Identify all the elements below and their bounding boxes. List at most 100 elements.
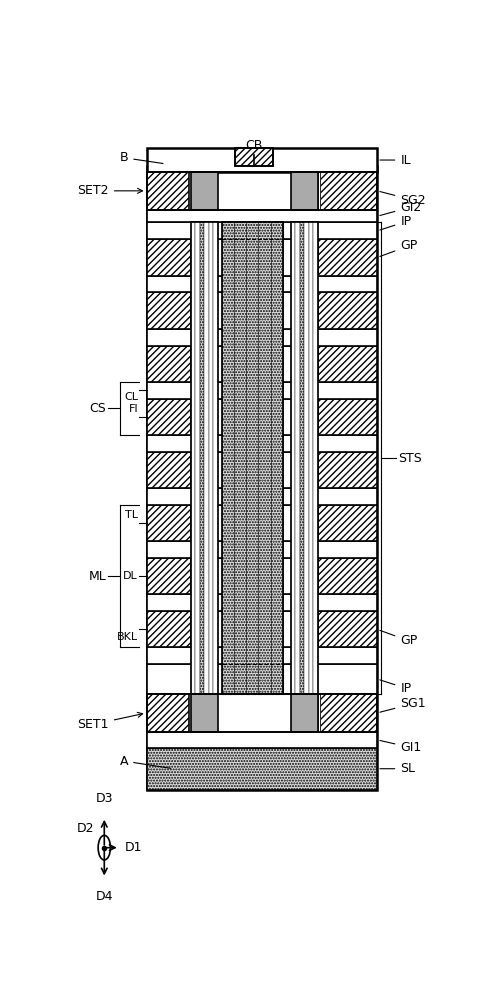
Bar xyxy=(147,594,377,611)
Bar xyxy=(204,222,209,694)
Bar xyxy=(147,558,191,594)
Text: IL: IL xyxy=(380,154,411,167)
Bar xyxy=(147,222,377,239)
Text: SET2: SET2 xyxy=(77,184,142,197)
Bar xyxy=(222,222,283,239)
Bar xyxy=(235,148,273,166)
Bar xyxy=(291,172,317,210)
Bar xyxy=(317,694,319,732)
Bar xyxy=(222,222,283,694)
Bar xyxy=(147,239,191,276)
Bar xyxy=(147,346,191,382)
Bar xyxy=(191,694,218,732)
Bar xyxy=(147,148,377,172)
Bar xyxy=(147,166,377,790)
Bar xyxy=(319,694,377,732)
Bar xyxy=(147,210,377,222)
Text: SL: SL xyxy=(380,762,415,775)
Bar xyxy=(191,222,195,694)
Bar xyxy=(147,505,191,541)
Bar xyxy=(147,694,377,732)
Bar xyxy=(235,148,273,166)
Text: CS: CS xyxy=(89,402,106,415)
Text: GI1: GI1 xyxy=(380,740,422,754)
Bar xyxy=(147,541,377,558)
Bar xyxy=(317,452,377,488)
Bar xyxy=(147,748,377,790)
Bar xyxy=(309,222,313,694)
Text: ML: ML xyxy=(88,570,106,583)
Bar xyxy=(189,172,191,210)
Text: DL: DL xyxy=(124,571,138,581)
Bar xyxy=(317,558,377,594)
Text: CB: CB xyxy=(246,139,263,152)
Bar xyxy=(147,292,191,329)
Bar xyxy=(222,222,283,694)
Bar xyxy=(147,435,377,452)
Bar xyxy=(222,664,283,694)
Bar xyxy=(291,694,317,732)
Bar xyxy=(313,222,317,694)
Text: SET1: SET1 xyxy=(77,712,143,731)
Bar xyxy=(300,222,304,694)
Text: TL: TL xyxy=(125,510,138,520)
Bar xyxy=(147,664,377,694)
Bar xyxy=(209,222,213,694)
Text: IP: IP xyxy=(380,680,411,695)
Bar xyxy=(317,611,377,647)
Text: D3: D3 xyxy=(96,792,113,805)
Bar xyxy=(191,222,218,694)
Text: STS: STS xyxy=(398,452,422,465)
Bar xyxy=(317,172,319,210)
Bar xyxy=(147,329,377,346)
Bar xyxy=(147,488,377,505)
Bar xyxy=(317,399,377,435)
Bar xyxy=(147,382,377,399)
Bar xyxy=(317,239,377,276)
Text: D2: D2 xyxy=(77,822,95,835)
Text: GP: GP xyxy=(380,239,418,256)
Bar xyxy=(147,647,377,664)
Bar xyxy=(147,399,191,435)
Bar xyxy=(191,399,317,435)
Bar xyxy=(317,346,377,382)
Bar xyxy=(304,222,309,694)
Bar xyxy=(147,452,191,488)
Bar xyxy=(195,222,200,694)
Bar xyxy=(147,276,377,292)
Bar xyxy=(191,239,317,276)
Bar xyxy=(147,172,189,210)
Text: SG2: SG2 xyxy=(380,192,426,207)
Bar xyxy=(319,172,377,210)
Text: BKL: BKL xyxy=(117,632,138,642)
Bar xyxy=(200,222,204,694)
Text: D1: D1 xyxy=(124,841,142,854)
Text: D4: D4 xyxy=(96,890,113,903)
Text: FI: FI xyxy=(128,404,138,414)
Bar xyxy=(191,346,317,382)
Bar xyxy=(191,292,317,329)
Bar xyxy=(291,222,317,694)
Bar xyxy=(147,172,377,210)
Bar xyxy=(189,694,191,732)
Text: A: A xyxy=(120,755,171,768)
Text: SG1: SG1 xyxy=(380,697,426,712)
Text: CL: CL xyxy=(124,392,138,402)
Bar xyxy=(213,222,218,694)
Bar xyxy=(291,222,295,694)
Bar xyxy=(191,452,317,488)
Bar xyxy=(191,505,317,541)
Bar xyxy=(147,694,189,732)
Text: GP: GP xyxy=(380,630,418,647)
Bar xyxy=(147,611,191,647)
Text: IP: IP xyxy=(380,215,411,230)
Bar xyxy=(191,172,218,210)
Bar xyxy=(295,222,300,694)
Bar xyxy=(317,505,377,541)
Text: B: B xyxy=(120,151,163,164)
Bar xyxy=(147,732,377,748)
Bar xyxy=(191,611,317,647)
Bar xyxy=(191,558,317,594)
Text: GI2: GI2 xyxy=(380,201,422,216)
Bar xyxy=(317,292,377,329)
